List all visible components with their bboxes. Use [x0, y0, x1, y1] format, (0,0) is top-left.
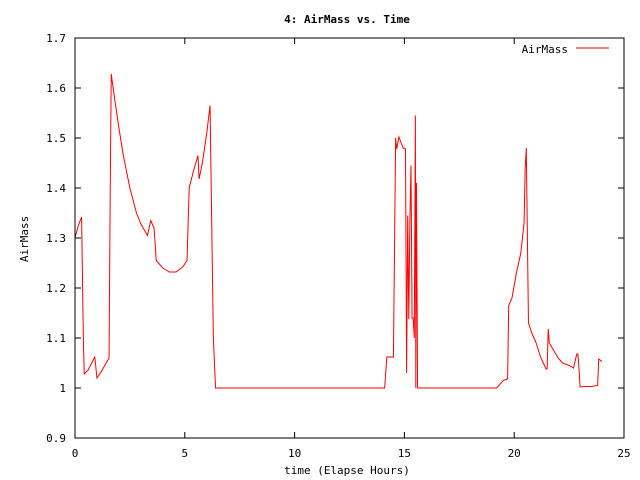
- y-tick-label: 1.5: [46, 132, 66, 145]
- x-tick-label: 15: [398, 447, 411, 460]
- x-tick-label: 25: [617, 447, 630, 460]
- x-tick-label: 5: [181, 447, 188, 460]
- x-tick-label: 20: [508, 447, 521, 460]
- y-tick-label: 1.7: [46, 32, 66, 45]
- y-tick-label: 1.6: [46, 82, 66, 95]
- y-tick-label: 1.1: [46, 332, 66, 345]
- x-tick-label: 0: [72, 447, 79, 460]
- y-tick-label: 1.3: [46, 232, 66, 245]
- y-tick-label: 1.4: [46, 182, 66, 195]
- x-axis-label: time (Elapse Hours): [284, 464, 410, 477]
- plot-frame: [74, 37, 625, 439]
- y-axis-label: AirMass: [18, 216, 31, 262]
- y-axis: 0.9 1 1.1 1.2 1.3 1.4 1.5 1.6 1.7: [46, 32, 624, 445]
- y-tick-label: 1.2: [46, 282, 66, 295]
- y-tick-label: 1: [59, 382, 66, 395]
- x-tick-label: 10: [288, 447, 301, 460]
- airmass-series-line: [74, 73, 603, 389]
- legend-label: AirMass: [522, 43, 568, 56]
- y-tick-label: 0.9: [46, 432, 66, 445]
- legend: AirMass: [522, 43, 609, 56]
- chart-title: 4: AirMass vs. Time: [284, 13, 410, 26]
- x-axis: 0 5 10 15 20 25: [72, 38, 631, 460]
